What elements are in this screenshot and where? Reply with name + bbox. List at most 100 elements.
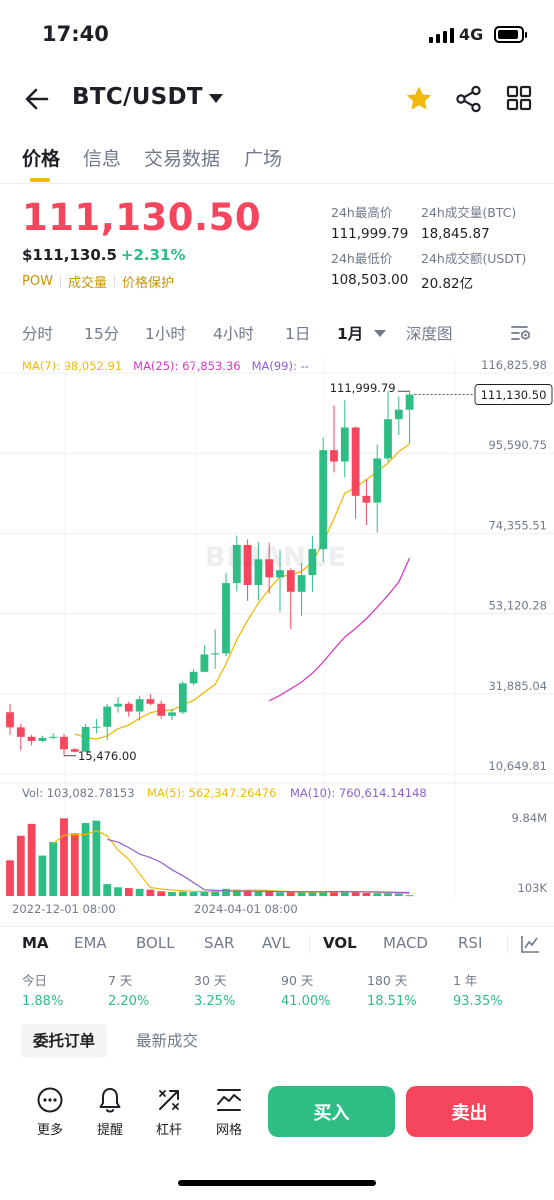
interval-1m[interactable]: 1月 xyxy=(337,325,364,343)
ma25-polyline xyxy=(268,557,411,702)
tag-pow[interactable]: POW xyxy=(22,274,53,289)
perf-value: 1.88% xyxy=(22,994,64,1009)
chevron-down-icon[interactable] xyxy=(374,330,386,337)
status-bar: 17:40 4G xyxy=(0,0,554,70)
indicator-sar[interactable]: SAR xyxy=(204,934,235,952)
candle-body xyxy=(157,703,166,716)
x-axis-label: 2024-04-01 08:00 xyxy=(194,902,298,915)
stat-value: 18,845.87 xyxy=(421,226,490,242)
pair-title[interactable]: BTC/USDT xyxy=(72,84,203,110)
tab-info[interactable]: 信息 xyxy=(83,148,122,170)
y-axis-label: 10,649.81 xyxy=(488,759,547,773)
candle-body xyxy=(405,394,414,410)
alert-button[interactable]: 提醒 xyxy=(86,1086,134,1138)
chevron-down-icon[interactable] xyxy=(209,94,223,103)
interval-1d[interactable]: 1日 xyxy=(285,325,311,343)
volume-bar xyxy=(49,842,58,896)
stat-label: 24h成交量(BTC) xyxy=(421,205,517,220)
leverage-icon xyxy=(159,1090,179,1110)
candle-body xyxy=(243,544,252,585)
tab-latest-trades[interactable]: 最新成交 xyxy=(136,1032,199,1050)
stat-value: 108,503.00 xyxy=(331,272,409,288)
stat-24h-volume-btc: 24h成交量(BTC) 18,845.87 xyxy=(421,202,516,242)
tab-open-orders[interactable]: 委托订单 xyxy=(21,1024,108,1058)
volume-axis-label: 9.84M xyxy=(511,811,547,825)
perf-180d: 180 天 18.51% xyxy=(367,970,417,1009)
candle-body xyxy=(114,703,122,707)
star-icon[interactable] xyxy=(404,84,434,114)
current-price-box xyxy=(474,384,553,405)
volume-bar xyxy=(60,818,68,896)
candle-body xyxy=(92,726,101,728)
volume-bar xyxy=(232,889,241,896)
candle-body xyxy=(362,495,371,503)
interval-depth[interactable]: 深度图 xyxy=(406,325,453,343)
sell-button[interactable]: 卖出 xyxy=(406,1086,533,1137)
indicator-avl[interactable]: AVL xyxy=(262,934,290,952)
more-button[interactable]: 更多 xyxy=(26,1086,74,1138)
candle-body xyxy=(222,583,230,654)
y-axis-label: 31,885.04 xyxy=(488,679,547,693)
indicator-ema[interactable]: EMA xyxy=(74,934,107,952)
share-icon[interactable] xyxy=(454,84,484,114)
candle-body xyxy=(351,427,360,496)
tab-trading-data[interactable]: 交易数据 xyxy=(144,148,221,170)
ma99-legend: MA(99): -- xyxy=(251,359,309,373)
candles xyxy=(6,391,414,756)
indicator-rsi[interactable]: RSI xyxy=(458,934,483,952)
stat-24h-volume-usdt: 24h成交额(USDT) 20.82亿 xyxy=(421,248,526,292)
kline-chart[interactable]: BINANCE 116,825.9895,590.7574,355.5153,1… xyxy=(0,355,554,915)
volume-bar xyxy=(373,893,382,896)
buy-button[interactable]: 买入 xyxy=(268,1086,395,1137)
vol-ma10-line xyxy=(107,838,410,894)
candle-body xyxy=(103,706,112,727)
leverage-label: 杠杆 xyxy=(155,1123,182,1138)
candle-body xyxy=(60,736,68,750)
volume-bar xyxy=(103,884,112,896)
candle-body xyxy=(319,450,328,550)
volume-bar xyxy=(351,892,360,896)
volume-ma-lines xyxy=(52,830,410,895)
leverage-button[interactable]: 杠杆 xyxy=(145,1086,193,1138)
volume-bar xyxy=(189,892,198,896)
interval-4h[interactable]: 4小时 xyxy=(213,325,254,343)
grid-icon[interactable] xyxy=(505,84,533,112)
tag-volume[interactable]: 成交量 xyxy=(67,276,107,291)
candle-body xyxy=(168,712,176,716)
interval-selector: 分时 15分 1小时 4小时 1日 1月 深度图 xyxy=(0,318,554,350)
chart-settings-icon[interactable] xyxy=(510,322,532,344)
stat-label: 24h最低价 xyxy=(331,251,393,266)
indicator-boll[interactable]: BOLL xyxy=(136,934,175,952)
interval-timeline[interactable]: 分时 xyxy=(22,325,54,343)
perf-90d: 90 天 41.00% xyxy=(281,970,331,1009)
interval-1h[interactable]: 1小时 xyxy=(145,325,186,343)
indicator-vol[interactable]: VOL xyxy=(323,934,357,952)
x-axis-labels: 2022-12-01 08:00 2024-04-01 08:00 xyxy=(12,902,298,915)
volume-bar xyxy=(319,891,328,896)
y-axis-label: 74,355.51 xyxy=(488,518,547,532)
more-label: 更多 xyxy=(36,1123,63,1138)
tab-price[interactable]: 价格 xyxy=(22,148,61,170)
volume-bar xyxy=(114,887,122,896)
volume-bar xyxy=(81,823,90,896)
back-arrow-icon[interactable] xyxy=(22,84,52,114)
indicator-ma[interactable]: MA xyxy=(22,934,49,952)
perf-value: 93.35% xyxy=(453,994,503,1009)
volume-bar xyxy=(124,888,133,896)
ma-legend: MA(7): 98,052.91 MA(25): 67,853.36 MA(99… xyxy=(22,359,309,373)
grid-trading-button[interactable]: 网格 xyxy=(205,1086,253,1138)
price-markers: 111,999.79 15,476.00 111,130.50 xyxy=(64,381,553,763)
volume-bar xyxy=(222,888,230,896)
tag-price-protection[interactable]: 价格保护 xyxy=(121,276,174,291)
volume-bar xyxy=(157,891,166,896)
signal-icon xyxy=(429,28,454,43)
stat-value: 111,999.79 xyxy=(331,226,409,242)
indicator-macd[interactable]: MACD xyxy=(383,934,428,952)
tab-square[interactable]: 广场 xyxy=(244,148,283,170)
interval-15m[interactable]: 15分 xyxy=(84,325,120,343)
ma7-legend: MA(7): 98,052.91 xyxy=(22,359,123,373)
perf-label: 90 天 xyxy=(281,973,314,988)
indicator-settings-icon[interactable] xyxy=(519,933,541,955)
stat-label: 24h成交额(USDT) xyxy=(421,251,527,266)
volume-bar xyxy=(243,890,252,896)
